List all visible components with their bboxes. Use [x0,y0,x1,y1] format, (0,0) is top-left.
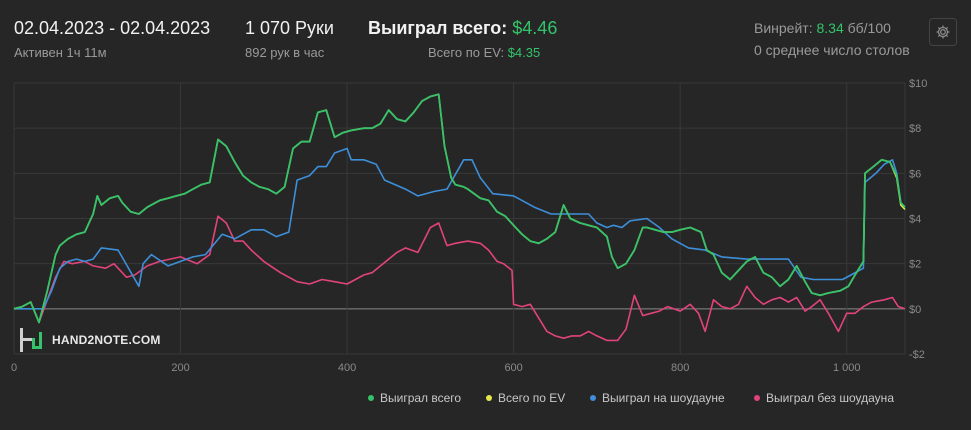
legend-item-won-total[interactable]: Выиграл всего [368,391,461,405]
y-tick-label: $0 [909,304,921,316]
won-total-value: $4.46 [512,18,558,38]
y-tick-label: -$2 [909,349,925,361]
non-showdown-line [13,215,906,342]
series-lines [13,93,906,342]
x-tick-label: 600 [504,362,522,374]
legend-marker [754,394,760,401]
chart-area: $10 $8 $6 $4 $2 $0 -$2 0 200 400 600 800 1 000 [11,78,927,374]
y-tick-label: $8 [909,123,921,135]
settings-button[interactable] [929,18,957,46]
won-total-line [13,93,906,324]
header-bar: 02.04.2023 - 02.04.2023 Активен 1ч 11м 1… [0,0,971,70]
y-tick-label: $6 [909,168,921,180]
x-tick-label: 200 [171,362,189,374]
legend-marker [590,394,596,401]
ev-total-value: $4.35 [507,45,541,60]
hands-per-hour: 892 рук в час [245,45,325,60]
showdown-line [14,147,906,310]
won-total-label: Выиграл всего: [368,18,508,38]
hands-count: 1 070 Руки [245,18,334,38]
y-tick-label: $2 [909,259,921,271]
date-range[interactable]: 02.04.2023 - 02.04.2023 [14,18,211,38]
y-tick-label: $10 [909,78,927,90]
legend-item-showdown[interactable]: Выиграл на шоудауне [590,391,725,405]
ev-total-label: Всего по EV: [428,45,505,60]
active-time: Активен 1ч 11м [14,45,107,60]
logo-text: HAND2NOTE.COM [52,333,161,347]
legend-marker [486,394,492,401]
legend-item-ev-total[interactable]: Всего по EV [486,391,565,405]
avg-tables: 0 среднее число столов [754,42,910,58]
winrate-label: Винрейт: [754,20,813,36]
legend: Выиграл всего Всего по EV Выиграл на шоу… [0,391,971,409]
x-tick-label: 800 [671,362,689,374]
x-tick-label: 0 [11,362,17,374]
date-block: 02.04.2023 - 02.04.2023 Активен 1ч 11м [14,18,210,60]
x-axis-labels: 0 200 400 600 800 1 000 [11,362,861,374]
winrate-block: Винрейт: 8.34 бб/100 0 среднее число сто… [754,20,910,58]
x-tick-label: 1 000 [833,362,861,374]
hand2note-logo: HAND2NOTE.COM [20,328,161,352]
legend-label: Выиграл без шоудауна [766,391,894,405]
legend-marker [368,394,374,401]
y-tick-label: $4 [909,214,921,226]
legend-label: Выиграл всего [380,391,462,405]
winrate-unit: бб/100 [847,20,891,36]
y-axis-labels: $10 $8 $6 $4 $2 $0 -$2 [909,78,927,361]
hands-block: 1 070 Руки 892 рук в час [245,18,334,60]
legend-label: Всего по EV [498,391,566,405]
grid [13,82,906,355]
h2n-logo-icon [20,328,42,352]
winrate-value: 8.34 [816,20,844,36]
gear-icon [936,25,950,39]
legend-item-non-showdown[interactable]: Выиграл без шоудауна [754,391,894,405]
won-block: Выиграл всего: $4.46 Всего по EV: $4.35 [368,18,557,60]
legend-label: Выиграл на шоудауне [602,391,725,405]
x-tick-label: 400 [338,362,356,374]
